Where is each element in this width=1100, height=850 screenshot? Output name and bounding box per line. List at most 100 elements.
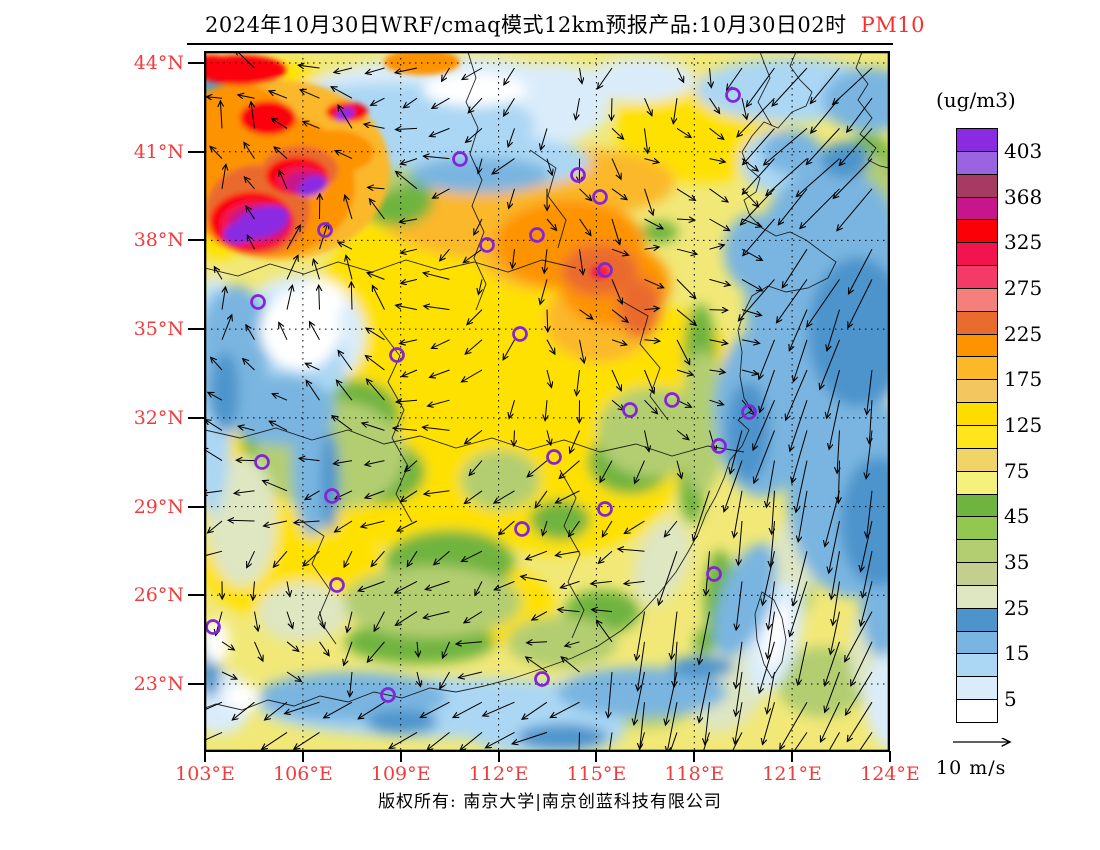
- coastline-boundaries: [205, 52, 889, 711]
- city-marker: [479, 237, 495, 253]
- city-marker: [725, 87, 741, 103]
- plot-title: 2024年10月30日WRF/cmaq模式12km预报产品:10月30日02时 P…: [0, 9, 1100, 39]
- city-marker: [597, 501, 613, 517]
- colorbar-tick-label: 175: [1004, 367, 1043, 392]
- lat-tick-label: 29°N: [133, 495, 184, 518]
- lat-tick-label: 41°N: [133, 140, 184, 163]
- lat-tick: [188, 505, 204, 508]
- colorbar-tick-label: 125: [1004, 412, 1043, 437]
- copyright-footer: 版权所有: 南京大学|南京创蓝科技有限公司: [378, 792, 722, 812]
- colorbar-tick-label: 45: [1004, 504, 1030, 529]
- city-marker: [205, 619, 221, 635]
- colorbar-segment: [956, 242, 998, 267]
- city-marker: [514, 521, 530, 537]
- city-marker: [254, 454, 270, 470]
- colorbar-segment: [956, 630, 998, 655]
- colorbar-segment: [956, 128, 998, 153]
- colorbar-segment: [956, 287, 998, 312]
- map-frame: [204, 51, 890, 752]
- colorbar-tick-label: 275: [1004, 275, 1043, 300]
- lat-tick-label: 23°N: [133, 673, 184, 695]
- lat-tick: [188, 328, 204, 331]
- colorbar-tick-label: 368: [1004, 184, 1043, 209]
- colorbar-segment: [956, 310, 998, 335]
- city-marker: [570, 167, 586, 183]
- lat-tick: [188, 62, 204, 64]
- city-marker: [389, 347, 405, 363]
- lon-tick-label: 112°E: [468, 763, 529, 785]
- colorbar-segment: [956, 653, 998, 678]
- lat-tick-label: 38°N: [133, 229, 184, 252]
- city-marker: [329, 577, 345, 593]
- colorbar-segment: [956, 584, 998, 609]
- city-markers: [205, 87, 757, 703]
- city-marker: [597, 262, 613, 278]
- colorbar-tick-label: 25: [1004, 595, 1030, 620]
- colorbar-segment: [956, 173, 998, 198]
- city-marker: [711, 438, 727, 454]
- lon-tick: [693, 751, 696, 762]
- lon-tick-label: 103°E: [175, 763, 235, 785]
- lon-tick: [791, 751, 794, 762]
- colorbar-tick-label: 15: [1004, 641, 1030, 666]
- city-marker: [534, 671, 550, 687]
- colorbar-segment: [956, 676, 998, 701]
- city-marker: [512, 326, 528, 342]
- colorbar-tick-label: 35: [1004, 550, 1030, 575]
- colorbar-segment: [956, 562, 998, 587]
- lon-tick-label: 106°E: [273, 763, 333, 785]
- lat-tick: [188, 683, 204, 685]
- lon-tick-label: 121°E: [762, 763, 822, 785]
- lon-tick: [204, 751, 206, 762]
- lon-tick-label: 124°E: [860, 763, 920, 785]
- lon-tick-label: 118°E: [664, 763, 725, 785]
- colorbar-segment: [956, 196, 998, 221]
- city-marker: [317, 222, 333, 238]
- colorbar-segment: [956, 219, 998, 244]
- city-marker: [706, 566, 722, 582]
- colorbar-segment: [956, 493, 998, 518]
- colorbar-segment: [956, 539, 998, 564]
- lon-tick-label: 115°E: [566, 763, 627, 785]
- colorbar-tick-label: 225: [1004, 321, 1043, 346]
- colorbar-tick-label: 75: [1004, 458, 1030, 483]
- colorbar-tick-label: 5: [1004, 687, 1017, 712]
- colorbar-unit: (ug/m3): [936, 88, 1016, 112]
- lon-tick: [889, 751, 891, 762]
- city-marker: [592, 189, 608, 205]
- colorbar-segment: [956, 402, 998, 427]
- colorbar-tick-label: 325: [1004, 230, 1043, 255]
- lon-tick: [399, 751, 402, 762]
- lat-tick: [188, 416, 204, 419]
- lat-tick: [188, 594, 204, 597]
- lat-tick: [188, 239, 204, 242]
- lon-tick-label: 109°E: [370, 763, 431, 785]
- colorbar-segment: [956, 333, 998, 358]
- city-marker: [546, 449, 562, 465]
- title-text: 2024年10月30日WRF/cmaq模式12km预报产品:10月30日02时: [204, 13, 847, 37]
- colorbar-segment: [956, 516, 998, 541]
- lat-tick-label: 26°N: [133, 584, 184, 607]
- city-marker: [250, 294, 266, 310]
- colorbar-segment: [956, 447, 998, 472]
- lon-tick: [301, 751, 304, 762]
- wind-reference-label: 10 m/s: [936, 757, 1007, 779]
- lat-tick-label: 44°N: [133, 52, 184, 74]
- city-marker: [741, 404, 757, 420]
- lon-tick: [497, 751, 500, 762]
- colorbar-segment: [956, 356, 998, 381]
- wind-vectors: [205, 52, 872, 751]
- city-marker: [380, 687, 396, 703]
- title-underline: [187, 43, 893, 45]
- city-marker: [529, 227, 545, 243]
- colorbar-segment: [956, 699, 998, 724]
- lon-tick: [595, 751, 598, 762]
- colorbar-segment: [956, 607, 998, 632]
- lat-tick: [188, 150, 204, 153]
- wind-reference-arrow: [953, 733, 1022, 749]
- city-marker: [452, 151, 468, 167]
- lat-tick-label: 35°N: [133, 318, 184, 341]
- city-marker: [324, 488, 340, 504]
- colorbar-tick-label: 403: [1004, 138, 1043, 163]
